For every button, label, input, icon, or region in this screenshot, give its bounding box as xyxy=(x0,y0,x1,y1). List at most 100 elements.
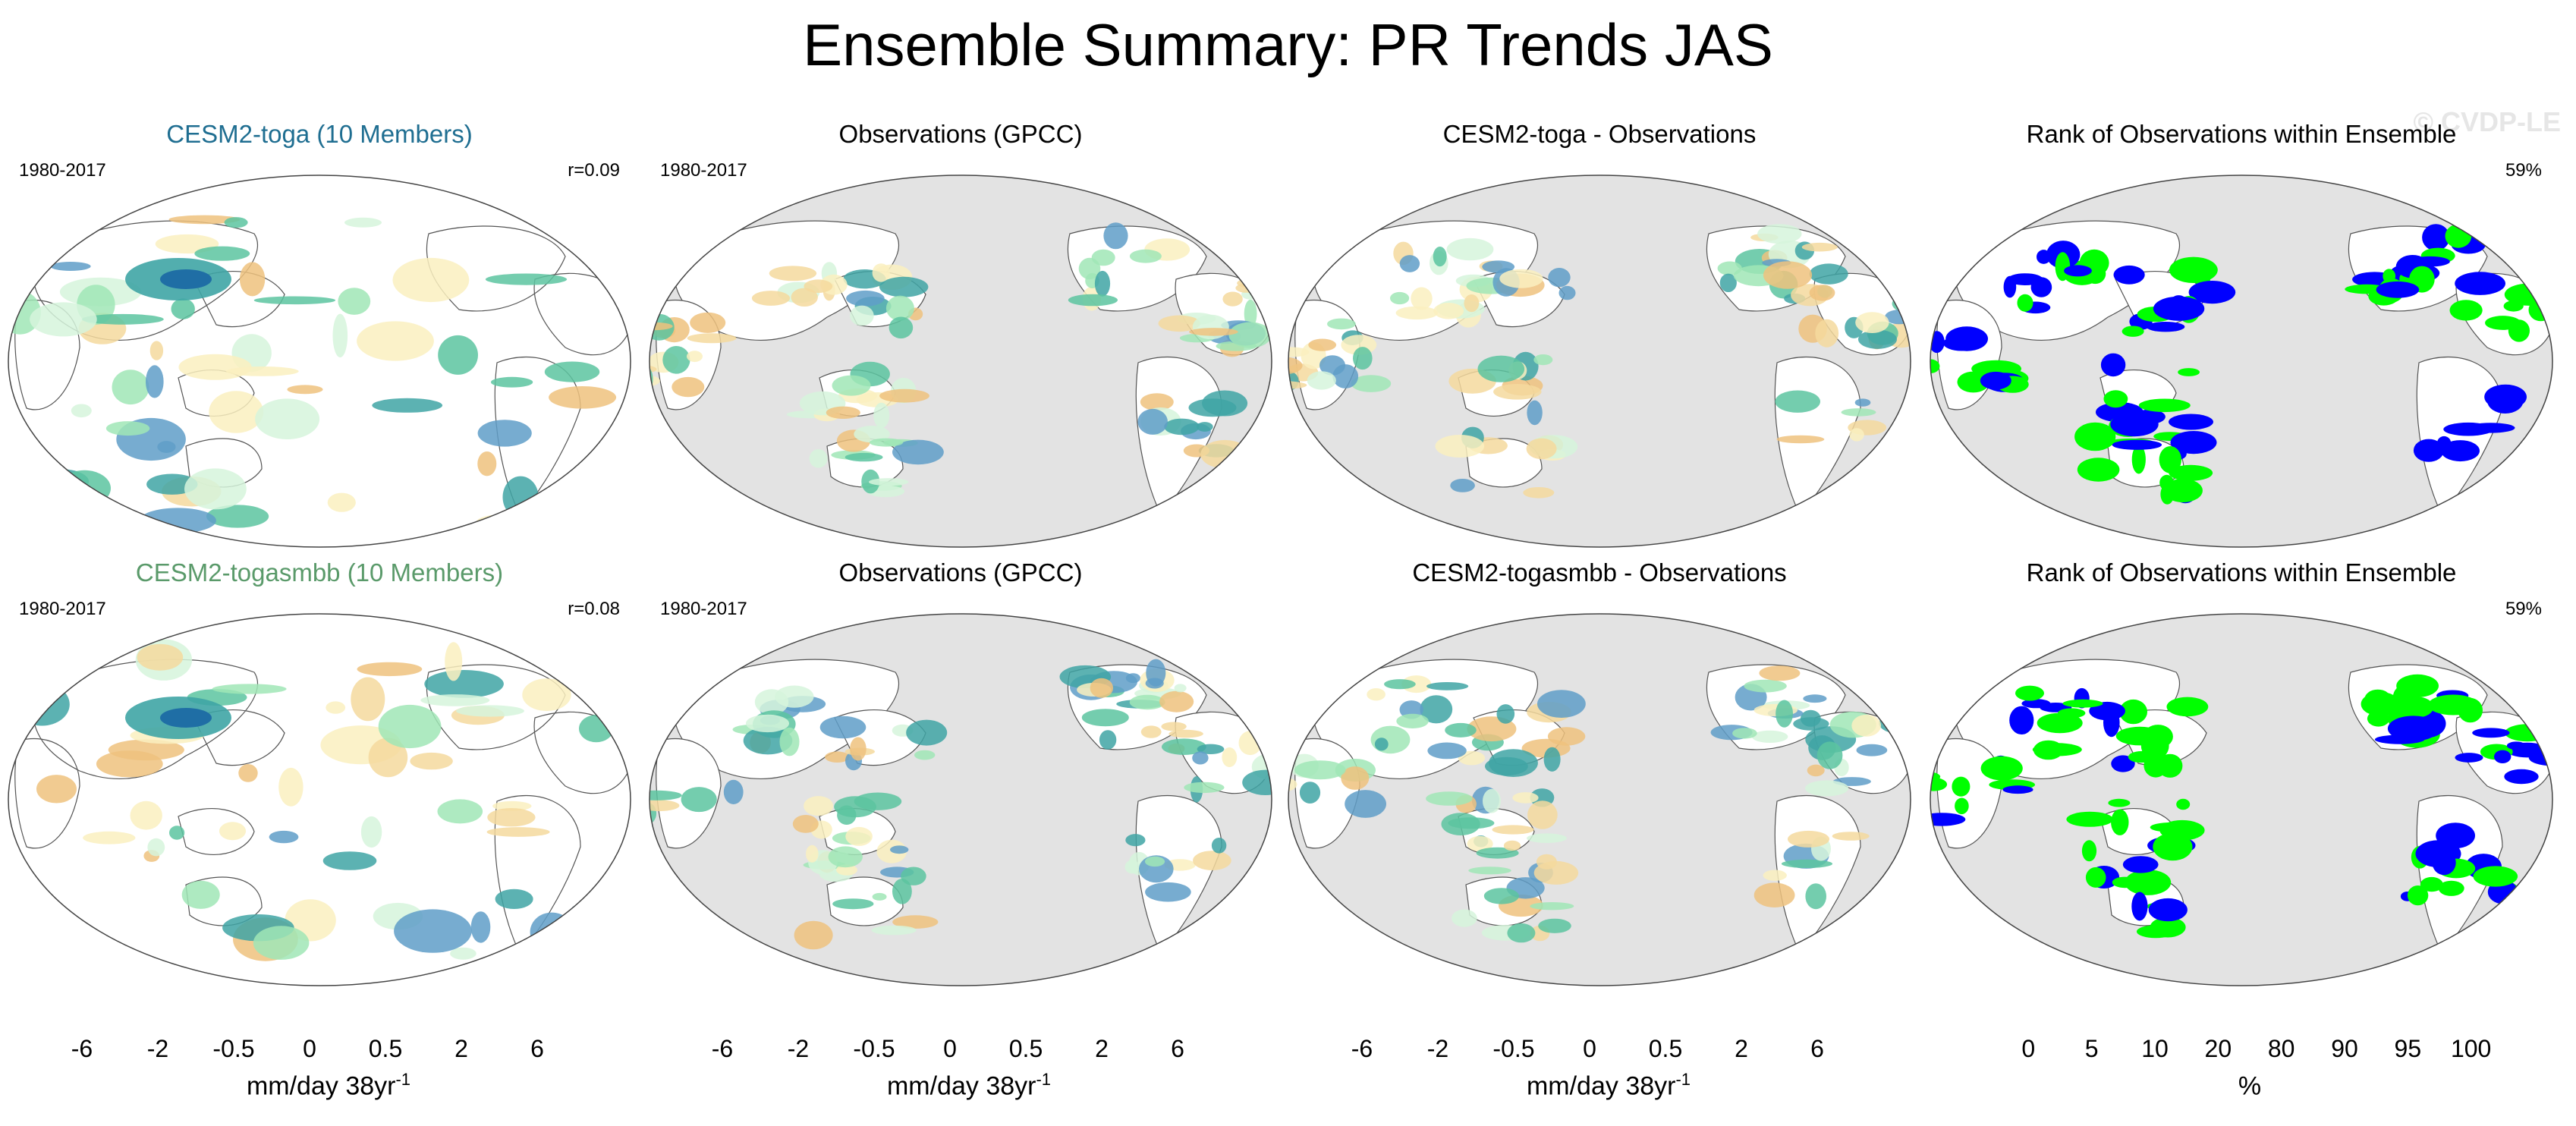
map-plot xyxy=(1930,175,2553,548)
trend-cell xyxy=(690,312,726,333)
continent-outline xyxy=(533,711,631,794)
trend-cell xyxy=(1898,714,1911,731)
trend-cell xyxy=(543,492,561,516)
trend-cell xyxy=(344,217,382,228)
trend-cell xyxy=(1184,782,1225,794)
map-panel: CESM2-togasmbb - Observations xyxy=(1284,558,1915,995)
map-panel: CESM2-toga (10 Members) 1980-2017 r=0.09 xyxy=(4,120,635,556)
trend-cell xyxy=(171,298,195,319)
trend-cell xyxy=(845,826,873,846)
trend-cell xyxy=(238,764,258,782)
trend-cell xyxy=(1401,675,1432,694)
colorbar-unit-exponent: -1 xyxy=(1675,1070,1691,1089)
panel-title: CESM2-toga (10 Members) xyxy=(166,120,473,148)
trend-cell xyxy=(226,366,299,376)
trend-cell xyxy=(1228,322,1272,348)
trend-cell xyxy=(2422,224,2450,251)
trend-cell xyxy=(2506,741,2526,750)
trend-cell xyxy=(1533,354,1553,366)
trend-cell xyxy=(1137,408,1168,435)
trend-cell xyxy=(2055,252,2071,282)
trend-cell xyxy=(2413,439,2444,462)
colorbar-tick-label: -2 xyxy=(787,1035,810,1062)
trend-cell xyxy=(1955,797,1969,815)
trend-cell xyxy=(1732,728,1757,739)
trend-cell xyxy=(450,947,477,960)
trend-cell xyxy=(137,643,184,671)
trend-cell xyxy=(1200,439,1250,469)
trend-cell xyxy=(1426,682,1469,690)
trend-cell xyxy=(1345,790,1386,818)
colorbar-tick-label: -6 xyxy=(1351,1035,1373,1062)
map-panel: Rank of Observations within Ensemble 59% xyxy=(1926,120,2557,556)
trend-cell xyxy=(769,266,817,282)
trend-cell xyxy=(368,738,408,778)
panel-title: Observations (GPCC) xyxy=(838,558,1083,587)
trend-cell xyxy=(892,879,912,904)
trend-cell xyxy=(2188,281,2236,304)
map-plot xyxy=(1284,175,1911,548)
panel-stat: 59% xyxy=(2505,160,2542,181)
trend-cell xyxy=(1202,390,1248,417)
trend-cell xyxy=(1477,355,1525,382)
trend-cell xyxy=(906,719,948,746)
trend-cell xyxy=(1433,303,1464,319)
trend-cell xyxy=(1512,792,1539,804)
trend-cell xyxy=(2085,867,2106,888)
trend-cell xyxy=(491,376,533,388)
trend-cell xyxy=(775,685,814,708)
trend-cell xyxy=(1435,435,1485,458)
trend-cell xyxy=(178,354,252,380)
trend-cell xyxy=(410,752,453,770)
trend-cell xyxy=(357,321,434,361)
trend-cell xyxy=(2487,388,2524,414)
trend-cell xyxy=(2064,265,2092,277)
trend-cell xyxy=(1284,310,1285,336)
trend-cell xyxy=(1832,832,1870,841)
trend-cell xyxy=(1807,764,1825,777)
panel-title: Rank of Observations within Ensemble xyxy=(2026,558,2457,587)
trend-cell xyxy=(1189,328,1238,336)
trend-cell xyxy=(2062,699,2103,708)
trend-cell xyxy=(83,831,136,844)
trend-cell xyxy=(819,716,867,739)
trend-cell xyxy=(219,822,247,841)
trend-cell xyxy=(157,441,176,453)
trend-cell xyxy=(1450,479,1475,492)
trend-cell xyxy=(650,790,682,800)
trend-cell xyxy=(2455,753,2483,763)
colorbar-tick-label: 0.5 xyxy=(1008,1035,1043,1062)
trend-cell xyxy=(1124,860,1140,874)
trend-cell xyxy=(1957,371,1989,393)
map-border xyxy=(1288,613,1911,986)
colorbar-tick-label: 80 xyxy=(2267,1035,2295,1062)
trend-cell xyxy=(1801,242,1838,252)
trend-cell xyxy=(437,799,483,824)
trend-cell xyxy=(372,398,443,413)
trend-cell xyxy=(1399,255,1420,272)
colorbar-unit-exponent: -1 xyxy=(395,1070,411,1089)
trend-cell xyxy=(530,912,574,951)
trend-cell xyxy=(1390,291,1410,305)
colorbar-ticks: -6 -2 -0.5 0 0.5 2 6 xyxy=(684,1035,1253,1065)
trend-cell xyxy=(2138,398,2191,413)
trend-cell xyxy=(287,385,323,395)
trend-cell xyxy=(1757,224,1802,244)
trend-cell xyxy=(1197,744,1225,754)
trend-cell xyxy=(1211,838,1227,854)
trend-cell xyxy=(1751,730,1788,743)
trend-cell xyxy=(1140,393,1174,411)
trend-cell xyxy=(1458,750,1486,766)
trend-cell xyxy=(2361,692,2401,716)
trend-cell xyxy=(751,291,791,306)
trend-cell xyxy=(487,808,536,827)
trend-cell xyxy=(594,932,631,950)
trend-cell xyxy=(2420,876,2443,892)
trend-cell xyxy=(206,505,269,528)
trend-cell xyxy=(2113,265,2145,285)
colorbar-tick-label: 0 xyxy=(2021,1035,2036,1062)
trend-cell xyxy=(424,670,504,698)
trend-cell xyxy=(253,296,336,305)
trend-cell xyxy=(1496,704,1515,724)
trend-cell xyxy=(1396,713,1429,728)
